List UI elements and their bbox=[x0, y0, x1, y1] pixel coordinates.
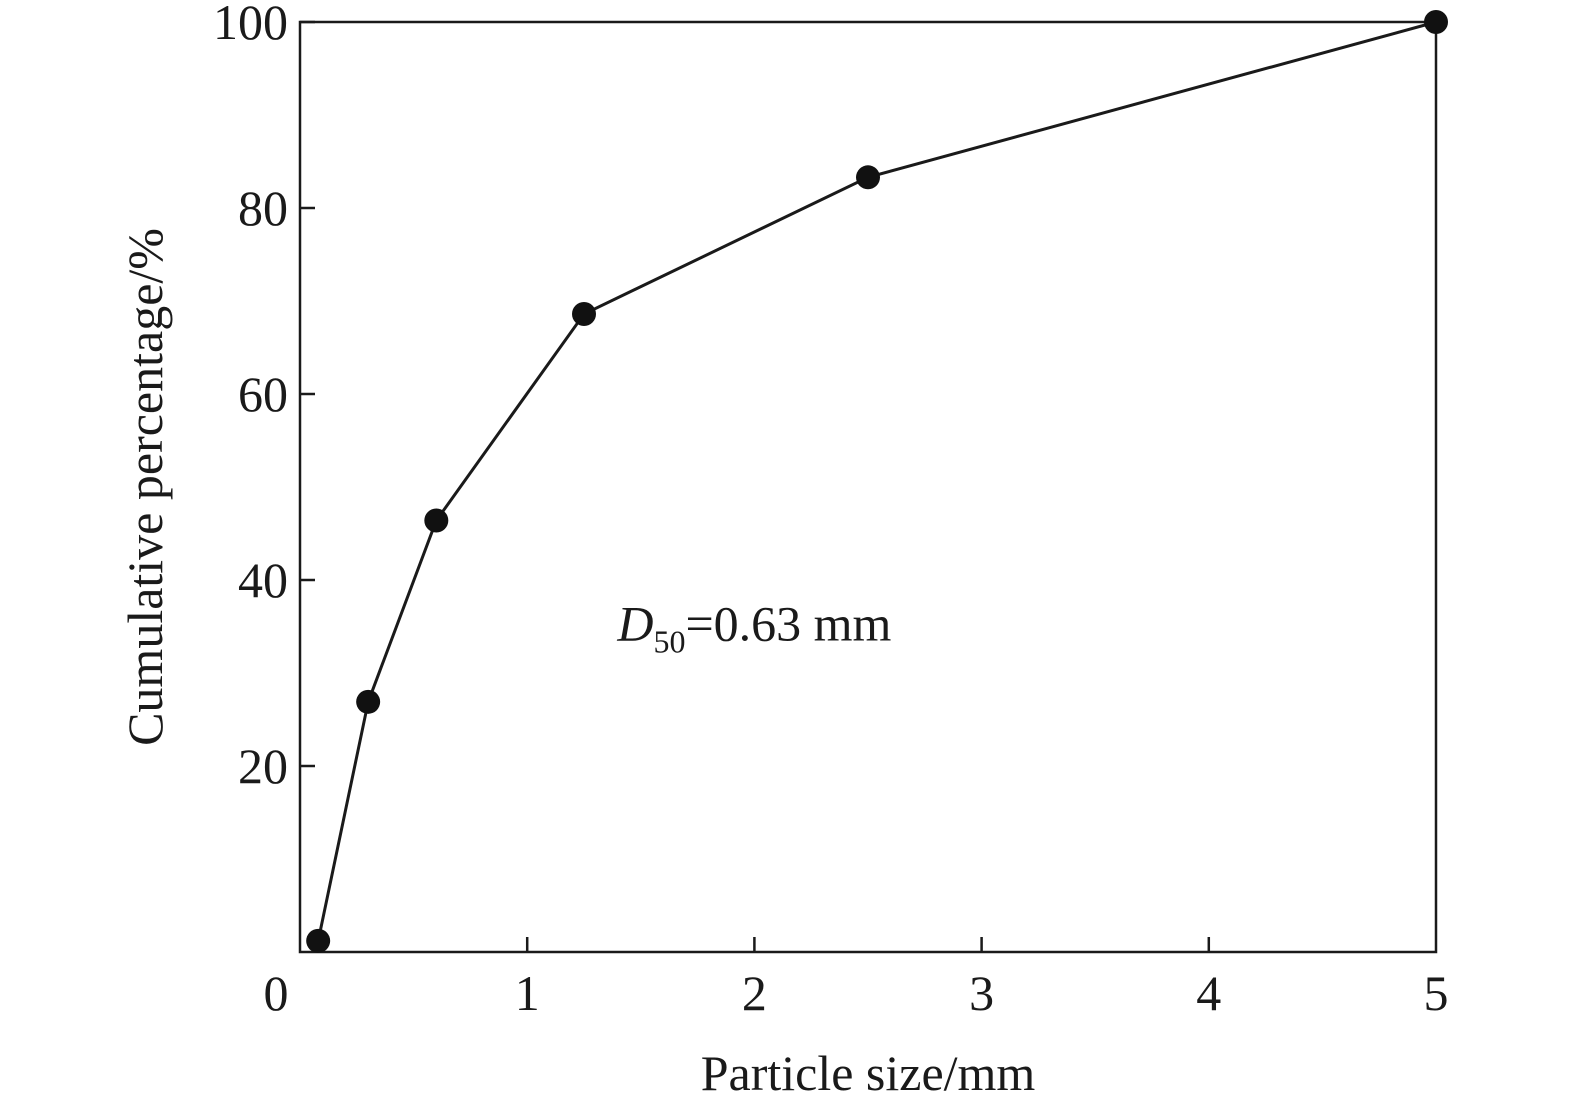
x-axis-title: Particle size/mm bbox=[701, 1045, 1036, 1101]
d50-symbol: D bbox=[616, 595, 653, 651]
d50-value: =0.63 mm bbox=[685, 595, 891, 651]
x-tick-label-3: 3 bbox=[969, 965, 994, 1021]
data-point-5 bbox=[1424, 10, 1448, 34]
series-line bbox=[316, 20, 1437, 942]
y-tick-label-80: 80 bbox=[238, 180, 288, 236]
data-point-3 bbox=[572, 302, 596, 327]
data-point-2 bbox=[424, 508, 449, 533]
d50-subscript: 50 bbox=[653, 623, 685, 659]
y-tick-label-100: 100 bbox=[213, 0, 288, 50]
plot-frame bbox=[298, 20, 1438, 954]
y-tick-label-20: 20 bbox=[238, 738, 288, 794]
y-origin-tick-label: 0 bbox=[264, 965, 289, 1021]
x-axis-ticks: 1 2 3 4 5 bbox=[515, 937, 1449, 1021]
x-tick-label-1: 1 bbox=[515, 965, 540, 1021]
data-point-0 bbox=[306, 928, 331, 953]
x-tick-label-4: 4 bbox=[1196, 965, 1221, 1021]
d50-annotation: D50=0.63 mm bbox=[616, 595, 891, 659]
y-tick-label-40: 40 bbox=[238, 552, 288, 608]
data-markers bbox=[306, 10, 1448, 953]
y-axis-title: Cumulative percentage/% bbox=[117, 228, 173, 746]
y-tick-label-60: 60 bbox=[238, 366, 288, 422]
data-point-4 bbox=[856, 165, 880, 190]
data-point-1 bbox=[356, 689, 381, 714]
x-tick-label-5: 5 bbox=[1424, 965, 1449, 1021]
x-tick-label-2: 2 bbox=[742, 965, 767, 1021]
y-axis-ticks: 20 40 60 80 100 bbox=[213, 0, 315, 794]
